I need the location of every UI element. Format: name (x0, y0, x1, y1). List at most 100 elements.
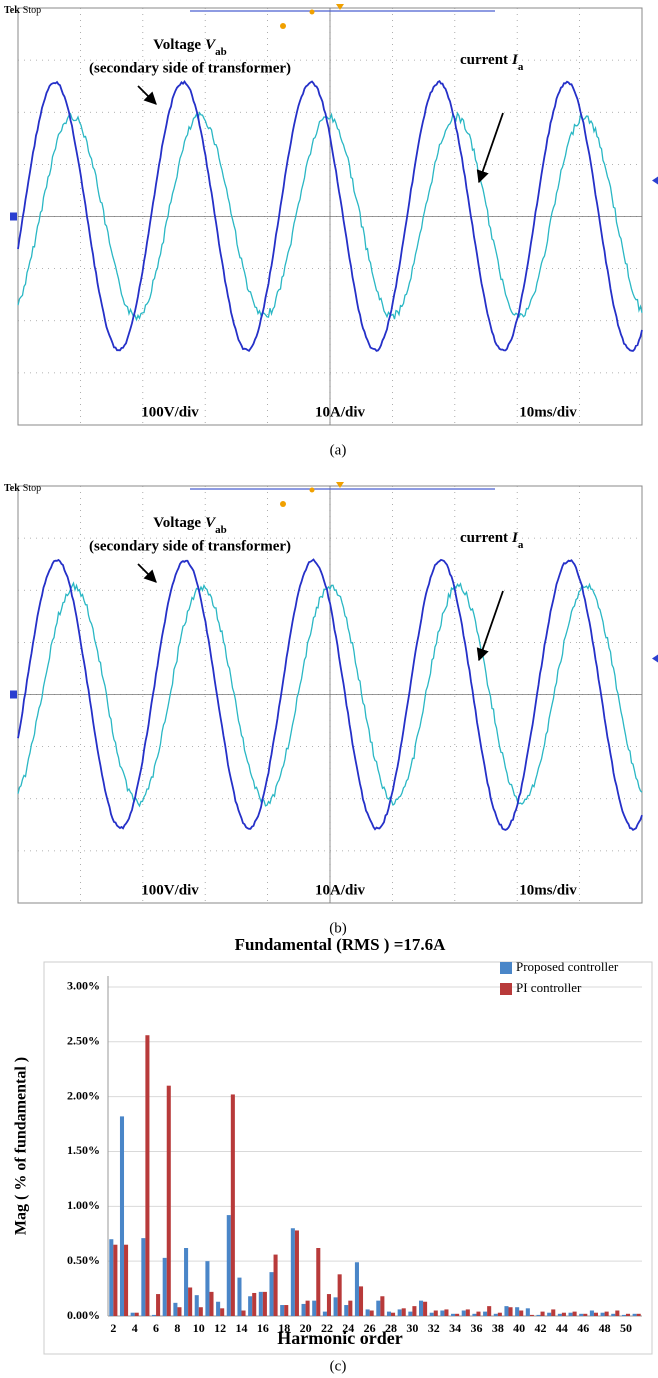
bar (594, 1313, 598, 1316)
bar (295, 1230, 299, 1316)
bar (476, 1312, 480, 1316)
voltage-subscript: ab (215, 46, 227, 58)
x-tick-label: 36 (470, 1321, 482, 1335)
bar (109, 1239, 113, 1316)
figure: TekStopVoltageVab(secondary side of tran… (0, 0, 658, 1378)
voltage-note: (secondary side of transformer) (89, 60, 291, 76)
legend-swatch (500, 962, 512, 974)
x-tick-label: 12 (214, 1321, 226, 1335)
bar (611, 1314, 615, 1316)
bar (156, 1294, 160, 1316)
caption: (a) (330, 442, 347, 458)
x-tick-label: 38 (492, 1321, 504, 1335)
voltage-subscript: ab (215, 524, 227, 536)
voltage-word: Voltage (153, 37, 201, 53)
scale-label: 10A/div (315, 404, 366, 420)
x-tick-label: 50 (620, 1321, 632, 1335)
bar (583, 1314, 587, 1316)
bar (430, 1313, 434, 1316)
brand: Tek (4, 483, 20, 494)
cursor-marker (310, 488, 315, 493)
bar (316, 1248, 320, 1316)
bar (455, 1314, 459, 1316)
x-tick-label: 42 (535, 1321, 547, 1335)
bar (188, 1287, 192, 1316)
bar (434, 1311, 438, 1316)
bar (376, 1301, 380, 1316)
bar (487, 1306, 491, 1316)
status: Stop (23, 5, 41, 16)
x-tick-label: 16 (257, 1321, 269, 1335)
scale-label: 10A/div (315, 882, 366, 898)
bar (323, 1312, 327, 1316)
bar (366, 1309, 370, 1316)
bar (334, 1297, 338, 1316)
bar (530, 1315, 534, 1316)
x-tick-label: 6 (153, 1321, 159, 1335)
bar (195, 1295, 199, 1316)
bar (440, 1311, 444, 1316)
bar (466, 1309, 470, 1316)
cursor-marker (280, 501, 286, 507)
bar (601, 1313, 605, 1316)
bar (398, 1309, 402, 1316)
bar (633, 1314, 637, 1316)
scale-label: 100V/div (141, 404, 199, 420)
status: Stop (23, 483, 41, 494)
y-tick-label: 1.50% (67, 1143, 100, 1157)
current-subscript: a (518, 539, 524, 551)
bar (152, 1315, 156, 1316)
bar (558, 1314, 562, 1316)
x-tick-label: 46 (577, 1321, 589, 1335)
x-tick-label: 4 (132, 1321, 138, 1335)
current-subscript: a (518, 61, 524, 73)
bar (504, 1306, 508, 1316)
scale-label: 100V/div (141, 882, 199, 898)
bar (419, 1301, 423, 1316)
bar (472, 1314, 476, 1316)
bar (205, 1261, 209, 1316)
bar (515, 1307, 519, 1316)
bar (498, 1313, 502, 1316)
bar (526, 1308, 530, 1316)
bar (562, 1313, 566, 1316)
bar (252, 1293, 256, 1316)
x-tick-label: 30 (406, 1321, 418, 1335)
bar (444, 1309, 448, 1316)
x-axis-title: Harmonic order (277, 1328, 402, 1348)
bar (338, 1274, 342, 1316)
bar (573, 1312, 577, 1316)
page: TekStopVoltageVab(secondary side of tran… (0, 0, 658, 1378)
bar (626, 1314, 630, 1316)
bar (359, 1286, 363, 1316)
bar (280, 1305, 284, 1316)
bar (590, 1311, 594, 1316)
chart-title: Fundamental (RMS ) =17.6A (235, 935, 447, 954)
bar (120, 1116, 124, 1316)
bar (579, 1314, 583, 1316)
bar (312, 1301, 316, 1316)
bar (462, 1311, 466, 1316)
bar (184, 1248, 188, 1316)
legend-label: PI controller (516, 980, 582, 995)
y-tick-label: 0.00% (67, 1308, 100, 1322)
chart-frame (44, 962, 652, 1354)
bar (509, 1307, 513, 1316)
y-tick-label: 2.50% (67, 1034, 100, 1048)
cursor-marker (310, 10, 315, 15)
x-tick-label: 14 (236, 1321, 248, 1335)
bar (541, 1312, 545, 1316)
x-tick-label: 34 (449, 1321, 461, 1335)
brand: Tek (4, 5, 20, 16)
bar (248, 1296, 252, 1316)
bar (263, 1292, 267, 1316)
bar (131, 1313, 135, 1316)
bar (637, 1314, 641, 1316)
bar (199, 1307, 203, 1316)
bar (327, 1294, 331, 1316)
bar (569, 1313, 573, 1316)
bar (605, 1312, 609, 1316)
y-axis-title: Mag ( % of fundamental ) (13, 1057, 30, 1235)
voltage-note: (secondary side of transformer) (89, 538, 291, 554)
